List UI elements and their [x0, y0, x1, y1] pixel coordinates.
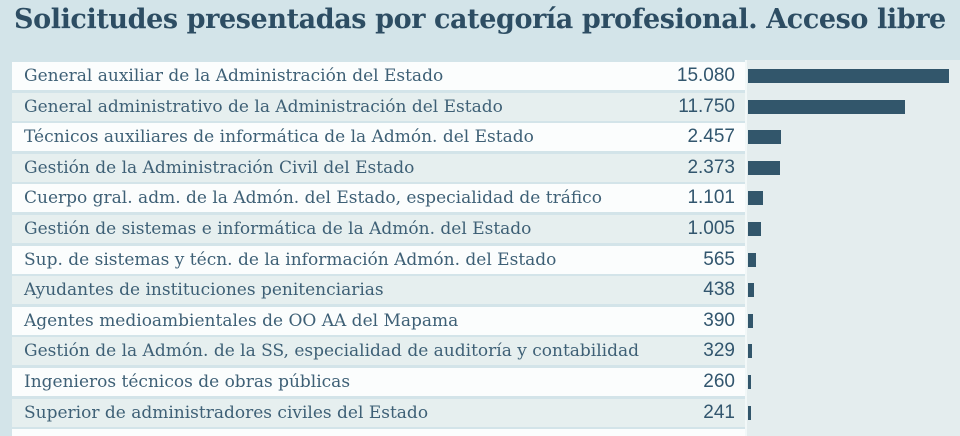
bar — [748, 375, 752, 389]
category-label: Técnicos auxiliares de informática de la… — [24, 127, 534, 148]
value-label: 1.005 — [687, 218, 735, 239]
value-label: 390 — [703, 309, 735, 331]
bar — [748, 344, 753, 359]
value-label: 241 — [703, 401, 735, 423]
bar — [748, 283, 754, 298]
bar — [748, 160, 780, 175]
bar — [748, 99, 905, 114]
bar — [748, 69, 949, 83]
category-label: Agentes medioambientales de OO AA del Ma… — [24, 310, 459, 331]
category-label: Ayudantes de instituciones penitenciaria… — [24, 280, 384, 301]
table-row: Ayudantes de instituciones penitenciaria… — [12, 276, 754, 305]
value-label: 329 — [703, 340, 735, 362]
bar — [748, 191, 763, 206]
bar-panel — [746, 60, 960, 436]
bar — [748, 405, 752, 420]
table-row: Ingenieros técnicos de obras públicas 26… — [12, 368, 752, 396]
partial-next-row — [12, 429, 745, 436]
category-label: Superior de administradores civiles del … — [24, 402, 429, 423]
bar — [748, 252, 756, 267]
value-label: 1.101 — [687, 187, 735, 209]
value-label: 438 — [703, 279, 735, 301]
table-row: Gestión de la Admón. de la SS, especiali… — [12, 337, 753, 366]
value-label: 260 — [703, 371, 735, 392]
table-row: Sup. de sistemas y técn. de la informaci… — [12, 245, 756, 274]
category-rows: General auxiliar de la Administración de… — [12, 62, 960, 436]
bar — [748, 222, 762, 236]
category-label: Sup. de sistemas y técn. de la informaci… — [24, 249, 557, 270]
table-row: General auxiliar de la Administración de… — [12, 62, 949, 90]
table-row: Agentes medioambientales de OO AA del Ma… — [12, 306, 754, 335]
value-label: 2.457 — [687, 126, 735, 148]
category-label: Ingenieros técnicos de obras públicas — [24, 372, 351, 392]
category-label: Cuerpo gral. adm. de la Admón. del Estad… — [24, 188, 602, 209]
value-label: 565 — [703, 248, 735, 270]
bar — [748, 313, 754, 328]
category-label: Gestión de la Administración Civil del E… — [24, 157, 415, 178]
bar — [748, 130, 781, 145]
category-label: General auxiliar de la Administración de… — [24, 66, 444, 86]
category-label: Gestión de sistemas e informática de la … — [24, 219, 532, 239]
table-row: Técnicos auxiliares de informática de la… — [12, 123, 781, 152]
value-label: 11.750 — [678, 95, 735, 117]
table-row: General administrativo de la Administrac… — [12, 92, 905, 121]
chart-title: Solicitudes presentadas por categoría pr… — [14, 4, 946, 35]
axis-line — [745, 60, 747, 436]
table-row: Cuerpo gral. adm. de la Admón. del Estad… — [12, 184, 763, 213]
category-label: General administrativo de la Administrac… — [24, 96, 503, 117]
value-label: 15.080 — [676, 65, 735, 86]
value-label: 2.373 — [687, 156, 735, 178]
table-row: Gestión de sistemas e informática de la … — [12, 215, 762, 243]
table-row: Superior de administradores civiles del … — [12, 398, 752, 427]
category-label: Gestión de la Admón. de la SS, especiali… — [24, 341, 640, 362]
table-row: Gestión de la Administración Civil del E… — [12, 153, 780, 182]
